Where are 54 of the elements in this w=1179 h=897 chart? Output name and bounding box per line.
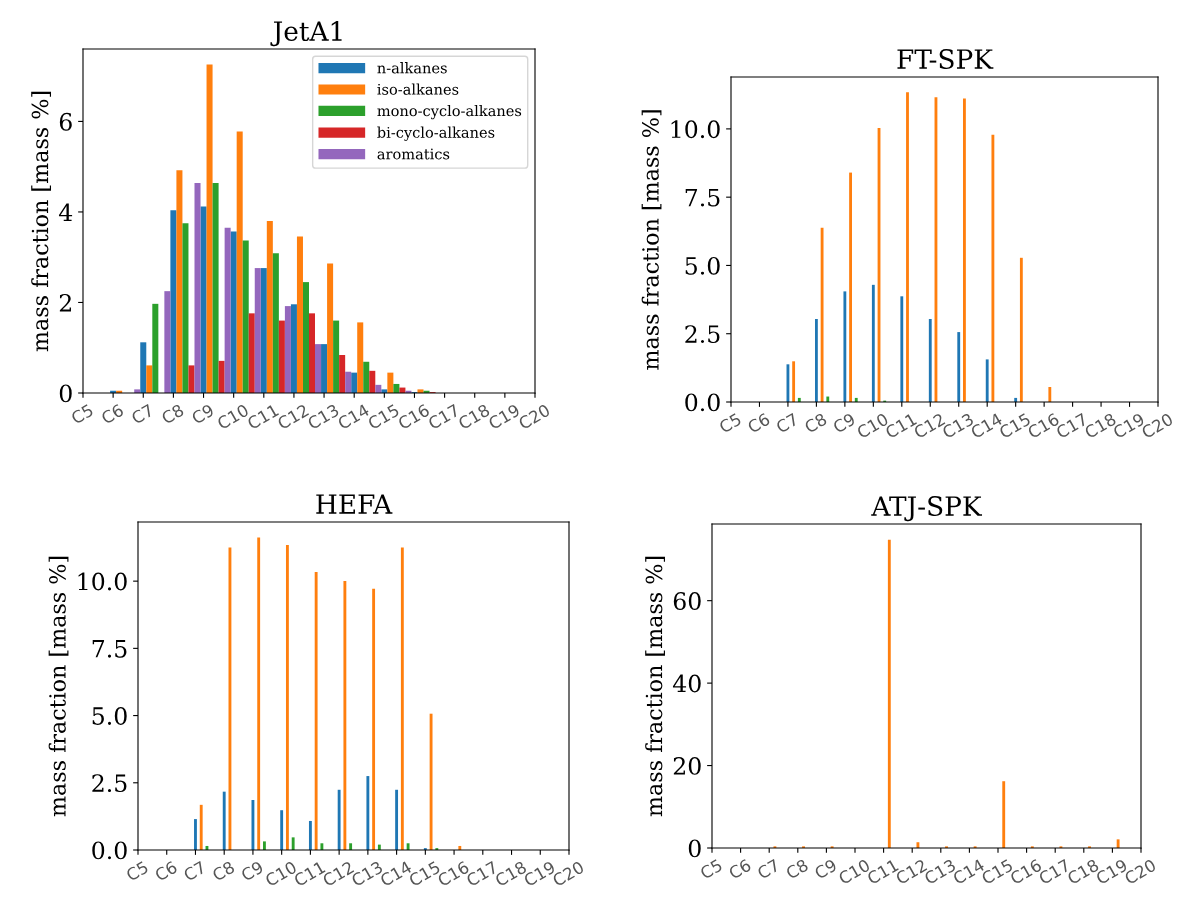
y-tick-label: 2.5 xyxy=(92,774,127,793)
x-tick-label: C9 xyxy=(190,403,215,425)
y-tick-label: 6 xyxy=(59,112,72,131)
legend-label: bi-cyclo-alkanes xyxy=(377,126,495,141)
y-tick-label: 40 xyxy=(672,674,701,693)
x-tick-label: C18 xyxy=(457,403,491,430)
x-tick-label: C6 xyxy=(746,412,771,434)
y-tick-label: 0.0 xyxy=(685,393,720,412)
chart-title: HEFA xyxy=(316,494,393,514)
y-tick-label: 0 xyxy=(59,384,72,403)
x-tick-label: C18 xyxy=(1083,412,1117,439)
x-tick-label: C8 xyxy=(211,860,236,882)
x-tick-label: C9 xyxy=(813,858,838,880)
y-tick-label: 2.5 xyxy=(685,325,720,344)
x-tick-label: C7 xyxy=(775,412,799,434)
x-tick-label: C8 xyxy=(785,858,809,880)
x-tick-label: C5 xyxy=(699,858,723,880)
x-tick-label: C9 xyxy=(240,860,264,882)
y-tick-label: 60 xyxy=(673,592,701,610)
x-tick-label: C8 xyxy=(160,403,185,425)
y-axis-title: mass fraction [mass %] xyxy=(48,556,69,817)
y-tick-label: 7.5 xyxy=(92,640,127,658)
y-tick-label: 5.0 xyxy=(92,707,127,725)
x-tick-label: C7 xyxy=(130,403,155,425)
y-tick-label: 4 xyxy=(58,203,73,221)
legend-label: iso-alkanes xyxy=(377,83,459,95)
x-tick-label: C7 xyxy=(756,858,781,880)
x-tick-label: C15 xyxy=(367,403,400,430)
y-axis-title: mass fraction [mass %] xyxy=(645,556,665,817)
x-tick-label: C6 xyxy=(154,860,178,882)
x-tick-label: C9 xyxy=(832,412,856,434)
chart-title: FT-SPK xyxy=(897,49,994,70)
x-tick-label: C7 xyxy=(182,860,207,882)
chart-title: JetA1 xyxy=(270,21,342,47)
y-tick-label: 0 xyxy=(688,839,701,858)
y-axis-title: mass fraction [mass %] xyxy=(31,91,52,352)
y-tick-label: 2 xyxy=(59,293,71,312)
x-tick-label: C5 xyxy=(718,412,742,434)
legend-label: n-alkanes xyxy=(377,62,447,74)
y-tick-label: 20 xyxy=(673,757,701,775)
y-axis-title: mass fraction [mass %] xyxy=(641,110,662,370)
x-tick-label: C5 xyxy=(70,403,94,425)
x-tick-label: C6 xyxy=(100,403,125,425)
x-tick-label: C8 xyxy=(803,412,828,434)
y-tick-label: 10.0 xyxy=(78,572,127,591)
chart-title: ATJ-SPK xyxy=(871,496,983,522)
y-tick-label: 7.5 xyxy=(685,188,720,207)
y-tick-label: 0.0 xyxy=(92,841,127,860)
legend-label: aromatics xyxy=(377,148,450,160)
x-tick-label: C5 xyxy=(125,860,149,882)
x-tick-label: C6 xyxy=(727,858,752,880)
y-tick-label: 10.0 xyxy=(671,120,720,139)
y-tick-label: 5.0 xyxy=(685,256,720,275)
legend-label: mono-cyclo-alkanes xyxy=(377,104,522,120)
